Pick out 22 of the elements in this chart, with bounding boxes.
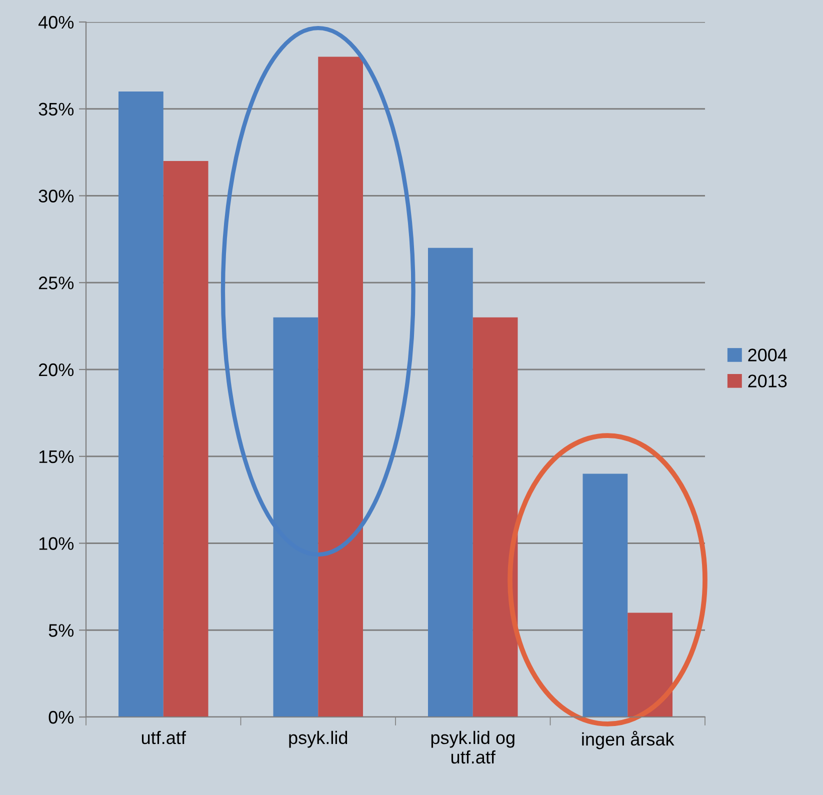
bar xyxy=(628,612,672,717)
x-tick-label: utf.atf xyxy=(142,730,186,744)
x-tick-label: psyk.lid og utf.atf xyxy=(431,730,514,764)
y-tick-label: 20% xyxy=(38,363,74,376)
bar xyxy=(118,92,164,717)
y-tick-label: 15% xyxy=(39,450,74,464)
y-tick-label: 10% xyxy=(39,537,74,550)
x-tick-label: ingen årsak xyxy=(582,730,674,750)
legend-label: 2013 xyxy=(748,374,787,388)
y-tick-label: 30% xyxy=(38,190,74,202)
bar xyxy=(428,248,473,717)
legend-label: 2004 xyxy=(748,348,787,362)
bar xyxy=(163,161,208,717)
y-tick-label: 25% xyxy=(38,276,74,290)
bar xyxy=(318,56,364,717)
y-tick-label: 40% xyxy=(38,16,74,29)
y-tick-label: 0% xyxy=(48,710,74,724)
y-tick-label: 5% xyxy=(48,624,74,637)
x-tick-label: psyk.lid xyxy=(289,730,348,748)
y-tick-label: 35% xyxy=(38,102,74,116)
bar xyxy=(472,317,518,717)
bar xyxy=(582,474,628,717)
